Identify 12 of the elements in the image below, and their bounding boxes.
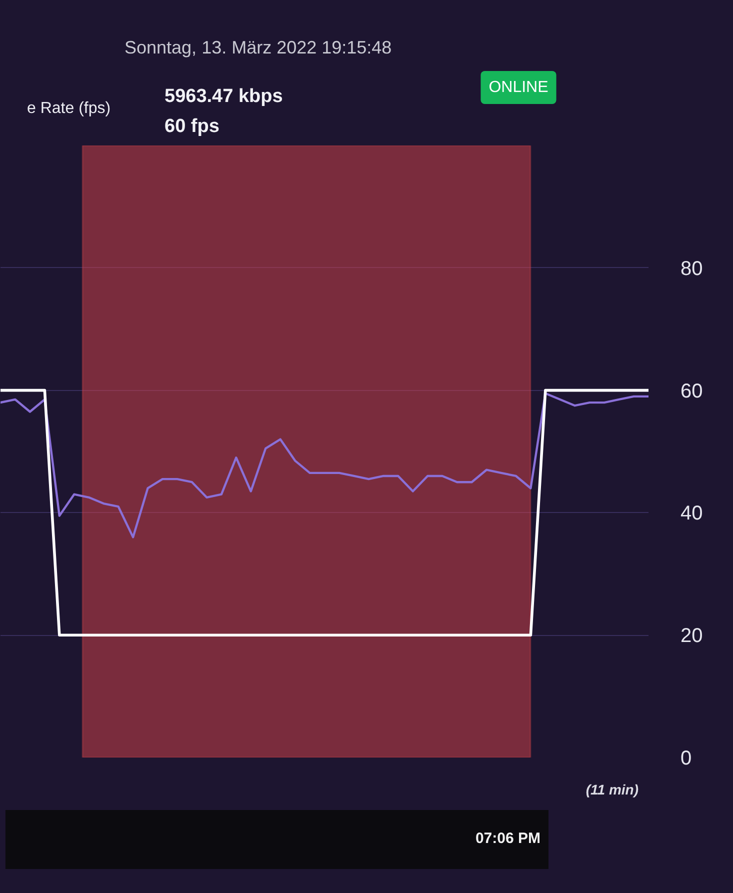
text: ONLINE xyxy=(488,79,548,96)
text: Sonntag, 13. März 2022 19:15:48 xyxy=(124,38,392,58)
text: (11 min) xyxy=(586,782,639,798)
text: 5963.47 kbps xyxy=(164,86,283,107)
y-tick-label: 80 xyxy=(680,258,703,280)
y-tick-label: 0 xyxy=(680,748,692,770)
y-tick-label: 20 xyxy=(680,625,703,648)
text: 60 fps xyxy=(164,116,220,137)
text: 07:06 PM xyxy=(475,830,541,847)
y-tick-label: 60 xyxy=(680,380,703,402)
y-tick-label: 40 xyxy=(680,502,703,525)
text: e Rate (fps) xyxy=(27,100,111,118)
